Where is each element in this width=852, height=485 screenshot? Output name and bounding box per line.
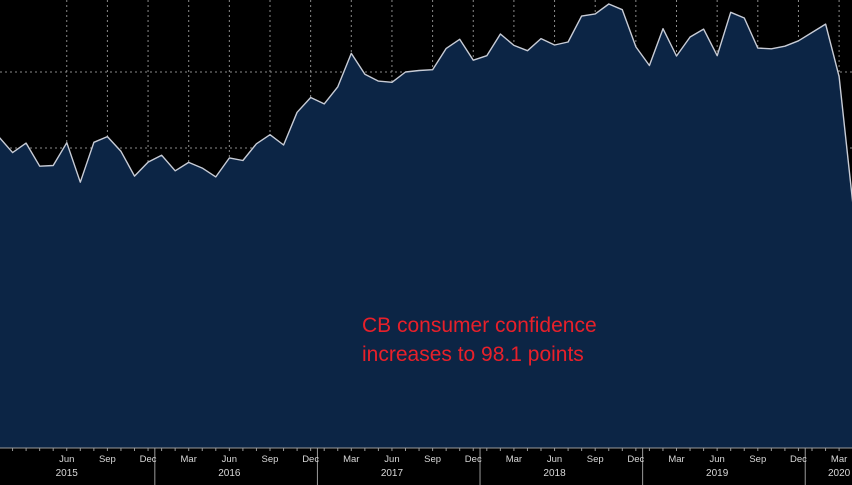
annotation-text: CB consumer confidence increases to 98.1…	[362, 311, 597, 369]
x-tick-label: Sep	[749, 454, 766, 465]
x-tick-label: Jun	[222, 454, 237, 465]
x-tick-label: Dec	[627, 454, 644, 465]
x-tick-label: Sep	[587, 454, 604, 465]
annotation-line-2: increases to 98.1 points	[362, 343, 584, 366]
x-year-label: 2019	[706, 468, 729, 479]
x-tick-label: Jun	[384, 454, 399, 465]
x-tick-label: Dec	[790, 454, 807, 465]
area-fill	[0, 4, 852, 448]
x-axis: Jun Sep Dec Mar Jun Sep Dec Mar Jun Sep Dec Mar Jun S…	[0, 447, 852, 485]
x-year-label: 2018	[543, 468, 566, 479]
x-year-label: 2016	[218, 468, 241, 479]
x-year-label: 2015	[56, 468, 79, 479]
x-tick-label: Sep	[262, 454, 279, 465]
x-tick-label: Jun	[547, 454, 562, 465]
x-year-label: 2017	[381, 468, 404, 479]
x-tick-label: Jun	[59, 454, 74, 465]
x-tick-label: Sep	[99, 454, 116, 465]
x-tick-label: Dec	[465, 454, 482, 465]
x-tick-label: Jun	[709, 454, 724, 465]
x-tick-label: Dec	[140, 454, 157, 465]
x-tick-label: Mar	[343, 454, 359, 465]
x-tick-label: Mar	[506, 454, 522, 465]
x-tick-label: Mar	[831, 454, 847, 465]
x-tick-label: Mar	[668, 454, 684, 465]
x-tick-label: Sep	[424, 454, 441, 465]
x-year-label: 2020	[828, 468, 851, 479]
annotation-line-1: CB consumer confidence	[362, 314, 597, 337]
x-tick-label: Mar	[181, 454, 197, 465]
series-line	[0, 3, 852, 203]
x-tick-label: Dec	[302, 454, 319, 465]
